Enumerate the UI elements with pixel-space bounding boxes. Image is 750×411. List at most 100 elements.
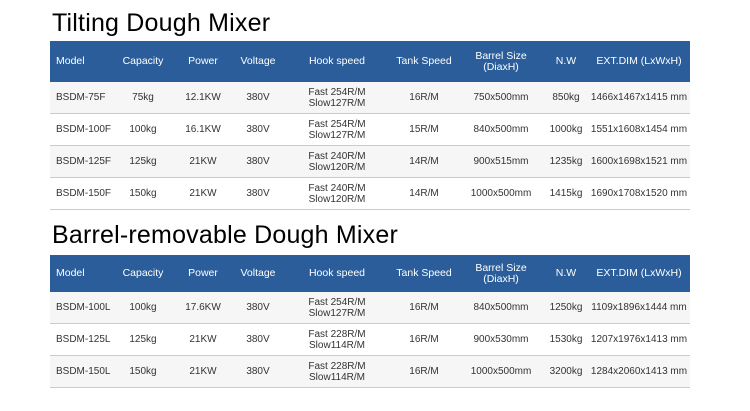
table-row: BSDM-125F 125kg 21KW 380V Fast 240R/M Slo… (50, 145, 690, 178)
cell-power: 12.1KW (174, 82, 232, 114)
header-barrel-size: Barrel Size (DiaxH) (458, 255, 544, 292)
cell-model: BSDM-125L (50, 323, 112, 356)
table-header-row: Model Capacity Power Voltage Hook speed … (50, 41, 690, 82)
cell-nw: 1530kg (544, 323, 588, 356)
header-ext-dim: EXT.DIM (LxWxH) (588, 41, 690, 82)
hook-fast: Fast 240R/M (308, 182, 366, 194)
cell-model: BSDM-100F (50, 113, 112, 146)
cell-barrel-size: 1000x500mm (458, 355, 544, 388)
cell-voltage: 380V (232, 177, 284, 210)
cell-barrel-size: 750x500mm (458, 82, 544, 114)
header-barrel-size-sub: (DiaxH) (483, 272, 519, 285)
cell-barrel-size: 840x500mm (458, 113, 544, 146)
header-power: Power (174, 41, 232, 82)
cell-barrel-size: 1000x500mm (458, 177, 544, 210)
cell-ext-dim: 1690x1708x1520 mm (588, 177, 690, 210)
cell-voltage: 380V (232, 113, 284, 146)
header-barrel-size: Barrel Size (DiaxH) (458, 41, 544, 82)
cell-barrel-size: 900x530mm (458, 323, 544, 356)
cell-capacity: 150kg (112, 177, 174, 210)
header-hook-speed: Hook speed (284, 41, 390, 82)
tilting-mixer-title: Tilting Dough Mixer (52, 9, 271, 37)
cell-nw: 850kg (544, 82, 588, 114)
header-barrel-size-sub: (DiaxH) (483, 60, 519, 73)
cell-nw: 1000kg (544, 113, 588, 146)
header-voltage: Voltage (232, 255, 284, 292)
cell-barrel-size: 840x500mm (458, 292, 544, 324)
cell-tank-speed: 15R/M (390, 113, 458, 146)
header-nw: N.W (544, 255, 588, 292)
hook-fast: Fast 228R/M (308, 328, 366, 340)
table-header-row: Model Capacity Power Voltage Hook speed … (50, 255, 690, 292)
cell-hook-speed: Fast 240R/M Slow120R/M (284, 145, 390, 178)
cell-voltage: 380V (232, 292, 284, 324)
header-tank-speed: Tank Speed (390, 41, 458, 82)
cell-tank-speed: 16R/M (390, 355, 458, 388)
hook-fast: Fast 228R/M (308, 360, 366, 372)
table-row: BSDM-125L 125kg 21KW 380V Fast 228R/M Slo… (50, 323, 690, 356)
hook-slow: Slow114R/M (309, 371, 365, 383)
cell-voltage: 380V (232, 82, 284, 114)
cell-capacity: 125kg (112, 323, 174, 356)
cell-ext-dim: 1109x1896x1444 mm (588, 292, 690, 324)
cell-hook-speed: Fast 228R/M Slow114R/M (284, 355, 390, 388)
cell-voltage: 380V (232, 355, 284, 388)
table-row: BSDM-75F 75kg 12.1KW 380V Fast 254R/M Slo… (50, 82, 690, 114)
cell-nw: 1235kg (544, 145, 588, 178)
header-model: Model (50, 41, 112, 82)
cell-capacity: 150kg (112, 355, 174, 388)
hook-slow: Slow120R/M (308, 193, 366, 205)
barrel-removable-mixer-spec-table: Model Capacity Power Voltage Hook speed … (50, 255, 690, 388)
cell-power: 16.1KW (174, 113, 232, 146)
cell-ext-dim: 1600x1698x1521 mm (588, 145, 690, 178)
cell-ext-dim: 1284x2060x1413 mm (588, 355, 690, 388)
cell-hook-speed: Fast 240R/M Slow120R/M (284, 177, 390, 210)
cell-hook-speed: Fast 254R/M Slow127R/M (284, 292, 390, 324)
header-capacity: Capacity (112, 255, 174, 292)
cell-ext-dim: 1207x1976x1413 mm (588, 323, 690, 356)
cell-hook-speed: Fast 254R/M Slow127R/M (284, 113, 390, 146)
cell-capacity: 100kg (112, 113, 174, 146)
cell-capacity: 75kg (112, 82, 174, 114)
cell-hook-speed: Fast 228R/M Slow114R/M (284, 323, 390, 356)
header-hook-speed: Hook speed (284, 255, 390, 292)
header-voltage: Voltage (232, 41, 284, 82)
cell-model: BSDM-150F (50, 177, 112, 210)
hook-slow: Slow127R/M (308, 97, 366, 109)
cell-barrel-size: 900x515mm (458, 145, 544, 178)
header-barrel-size-label: Barrel Size (475, 261, 527, 274)
cell-capacity: 125kg (112, 145, 174, 178)
hook-fast: Fast 254R/M (308, 118, 366, 130)
header-power: Power (174, 255, 232, 292)
hook-fast: Fast 254R/M (308, 86, 366, 98)
cell-nw: 1415kg (544, 177, 588, 210)
cell-ext-dim: 1551x1608x1454 mm (588, 113, 690, 146)
header-ext-dim: EXT.DIM (LxWxH) (588, 255, 690, 292)
hook-fast: Fast 254R/M (308, 296, 366, 308)
cell-power: 21KW (174, 323, 232, 356)
cell-model: BSDM-75F (50, 82, 112, 114)
cell-nw: 3200kg (544, 355, 588, 388)
tilting-mixer-spec-table: Model Capacity Power Voltage Hook speed … (50, 41, 690, 210)
hook-slow: Slow120R/M (308, 161, 366, 173)
hook-slow: Slow114R/M (309, 339, 365, 351)
cell-voltage: 380V (232, 323, 284, 356)
header-tank-speed: Tank Speed (390, 255, 458, 292)
cell-ext-dim: 1466x1467x1415 mm (588, 82, 690, 114)
cell-tank-speed: 16R/M (390, 292, 458, 324)
cell-tank-speed: 14R/M (390, 177, 458, 210)
hook-slow: Slow127R/M (308, 129, 366, 141)
header-model: Model (50, 255, 112, 292)
cell-model: BSDM-125F (50, 145, 112, 178)
cell-capacity: 100kg (112, 292, 174, 324)
cell-tank-speed: 14R/M (390, 145, 458, 178)
barrel-removable-mixer-title: Barrel-removable Dough Mixer (52, 221, 399, 249)
table-row: BSDM-150F 150kg 21KW 380V Fast 240R/M Slo… (50, 177, 690, 210)
cell-model: BSDM-150L (50, 355, 112, 388)
table-row: BSDM-100L 100kg 17.6KW 380V Fast 254R/M S… (50, 292, 690, 324)
cell-hook-speed: Fast 254R/M Slow127R/M (284, 82, 390, 114)
cell-power: 21KW (174, 177, 232, 210)
header-barrel-size-label: Barrel Size (475, 49, 527, 62)
cell-model: BSDM-100L (50, 292, 112, 324)
cell-power: 17.6KW (174, 292, 232, 324)
